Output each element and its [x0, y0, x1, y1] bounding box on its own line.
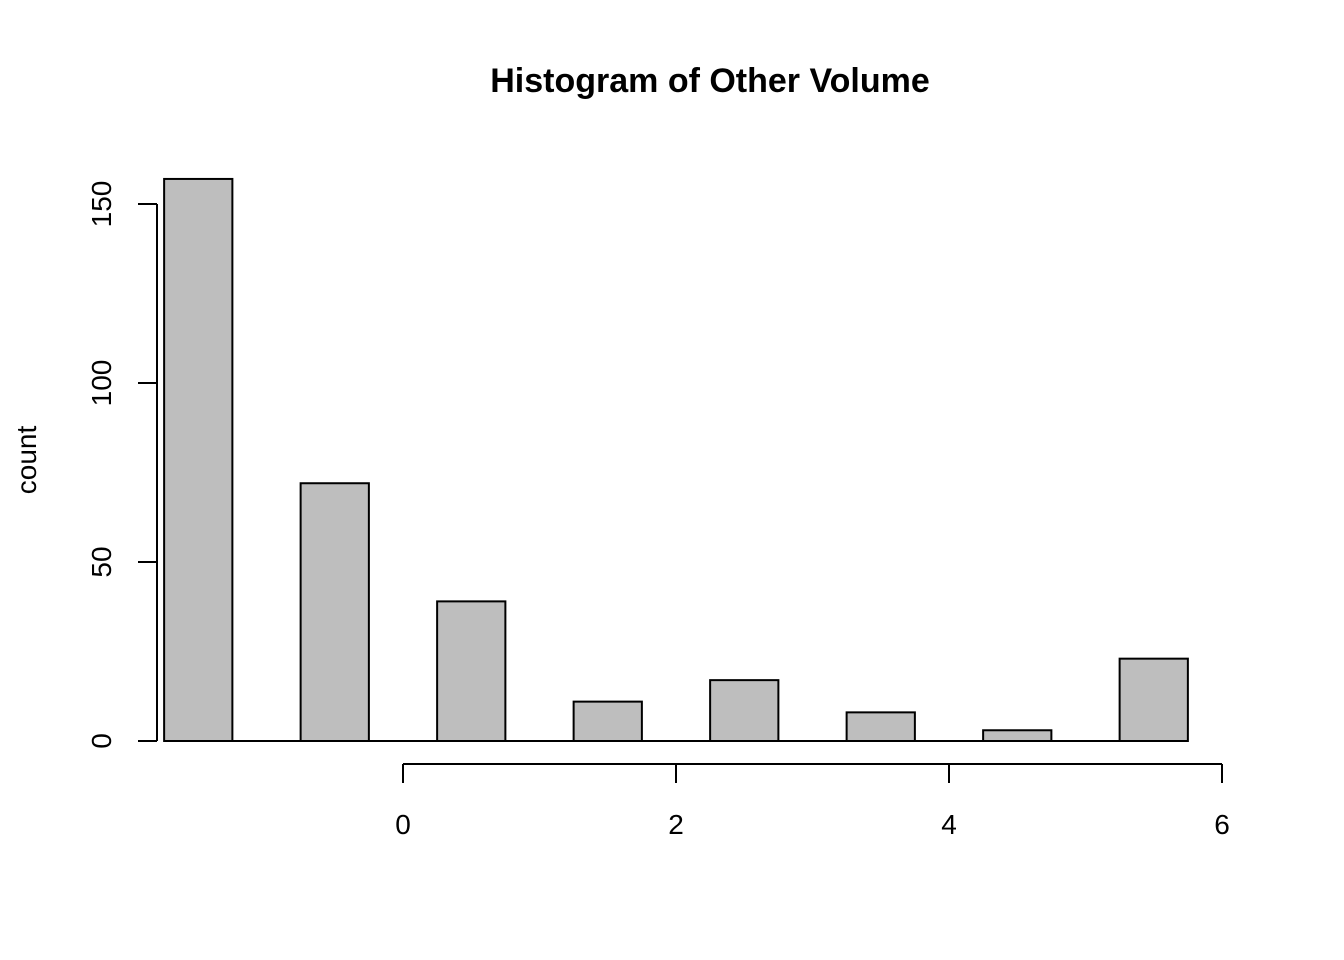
chart-title: Histogram of Other Volume — [490, 62, 930, 100]
bars-group — [163, 177, 1189, 743]
x-tick-label-0: 0 — [395, 809, 411, 840]
y-tick-label-50: 50 — [86, 546, 117, 577]
y-tick-label-100: 100 — [86, 360, 117, 407]
histogram-bar-3 — [436, 600, 507, 742]
histogram-bar-7 — [982, 729, 1053, 743]
histogram-bar-8 — [1118, 657, 1189, 742]
histogram-bar-6 — [845, 711, 916, 742]
histogram-bar-5 — [709, 679, 780, 743]
y-axis-label: count — [11, 426, 42, 495]
y-axis: 0 50 100 150 — [86, 181, 158, 749]
histogram-bar-2 — [299, 482, 370, 742]
x-tick-label-2: 2 — [668, 809, 684, 840]
y-tick-label-0: 0 — [86, 733, 117, 749]
histogram-bar-1 — [163, 177, 234, 742]
x-tick-label-6: 6 — [1214, 809, 1230, 840]
histogram-bar-4 — [572, 700, 643, 742]
y-tick-label-150: 150 — [86, 181, 117, 228]
x-tick-label-4: 4 — [941, 809, 957, 840]
x-axis: 0 2 4 6 — [395, 763, 1230, 840]
